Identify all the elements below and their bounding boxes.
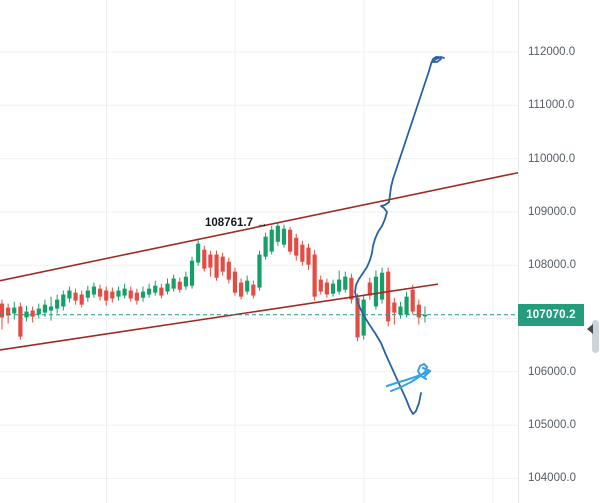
candle-body (165, 283, 170, 292)
candle-body (306, 247, 311, 265)
candle-body (30, 310, 35, 317)
candle-body (196, 243, 201, 263)
candle-body (367, 282, 372, 296)
candle-body (97, 288, 103, 297)
candle-body (300, 244, 305, 262)
candle-body (159, 287, 164, 296)
candle-body (263, 236, 268, 257)
price-axis[interactable]: 112000.0 111000.0 110000.0 109000.0 108000.0… (518, 0, 600, 503)
candle-body (24, 311, 29, 318)
candle-body (330, 283, 336, 294)
candle-body (275, 225, 280, 242)
price-axis-label: 105000.0 (528, 419, 576, 432)
candle-body (91, 286, 97, 295)
candle-body (226, 261, 231, 280)
candle-body (85, 290, 90, 298)
price-axis-label: 106000.0 (528, 365, 576, 378)
candle-body (361, 299, 366, 336)
axis-scrollbar-thumb[interactable] (592, 320, 599, 353)
candle-body (337, 279, 342, 292)
candle-body (373, 276, 379, 307)
candle-body (79, 294, 84, 305)
candle-body (288, 229, 293, 252)
candle-body (281, 228, 287, 245)
candle-body (349, 277, 354, 300)
candle-body (12, 307, 17, 314)
price-annotation-label: 108761.7 → (205, 216, 268, 230)
price-axis-label: 108000.0 (528, 259, 576, 272)
price-axis-label: 111000.0 (528, 99, 575, 112)
candle-body (67, 290, 72, 299)
candle-body (171, 278, 176, 289)
lower-channel-line (0, 283, 439, 351)
price-axis-label: 109000.0 (528, 205, 576, 218)
freehand-arrow-drawing[interactable] (354, 56, 445, 415)
candle-body (122, 288, 127, 296)
candle-body (208, 254, 213, 268)
candle-body (128, 290, 133, 299)
candle-body (245, 280, 250, 292)
collapse-panel-arrow-icon[interactable] (587, 324, 593, 334)
candle-body (202, 249, 207, 269)
candle-body (6, 307, 11, 316)
candle-body (422, 314, 428, 317)
candle-body (386, 271, 391, 322)
candle-body (318, 279, 323, 292)
candle-body (343, 276, 348, 290)
candle-body (214, 254, 219, 278)
candle-body (324, 282, 329, 295)
annotation-right-arrow-icon: → (255, 216, 268, 230)
annotation-price-text: 108761.7 (205, 217, 253, 229)
candle-body (134, 292, 139, 301)
trendline-drawings[interactable] (0, 171, 519, 351)
candle-body (0, 303, 5, 318)
candle-body (220, 256, 225, 272)
candle-body (183, 276, 188, 287)
candle-body (404, 296, 409, 315)
candle-body (36, 308, 41, 315)
candle-body (42, 304, 48, 313)
freehand-curve (354, 56, 445, 415)
candle-body (110, 291, 115, 299)
candle-body (251, 284, 256, 296)
candle-body (140, 291, 146, 298)
candle-body (116, 290, 121, 297)
freehand-arrow-cross (390, 362, 429, 392)
candle-body (355, 297, 360, 338)
candle-body (147, 288, 152, 295)
current-price-tag: 107070.2 (518, 303, 584, 326)
candle-body (238, 282, 244, 297)
candles-series (0, 222, 428, 342)
candle-body (232, 271, 238, 293)
price-axis-label: 112000.0 (528, 46, 576, 58)
price-axis-label: 110000.0 (528, 152, 576, 165)
candle-body (398, 306, 403, 315)
candle-body (153, 285, 158, 293)
candle-body (61, 294, 66, 307)
candle-body (18, 306, 23, 337)
candle-body (104, 290, 109, 301)
price-axis-label: 104000.0 (528, 472, 576, 485)
candle-body (48, 306, 54, 311)
candle-body (257, 254, 262, 288)
candle-body (379, 272, 385, 300)
candle-body (177, 281, 182, 290)
candle-body (55, 299, 60, 309)
candle-body (416, 304, 421, 318)
candle-body (269, 229, 274, 252)
candle-body (410, 289, 415, 312)
candle-body (312, 254, 317, 297)
candle-body (392, 302, 397, 313)
candle-body (189, 260, 195, 286)
candle-body (294, 237, 299, 256)
upper-channel-line (0, 171, 519, 282)
candle-body (73, 292, 78, 301)
